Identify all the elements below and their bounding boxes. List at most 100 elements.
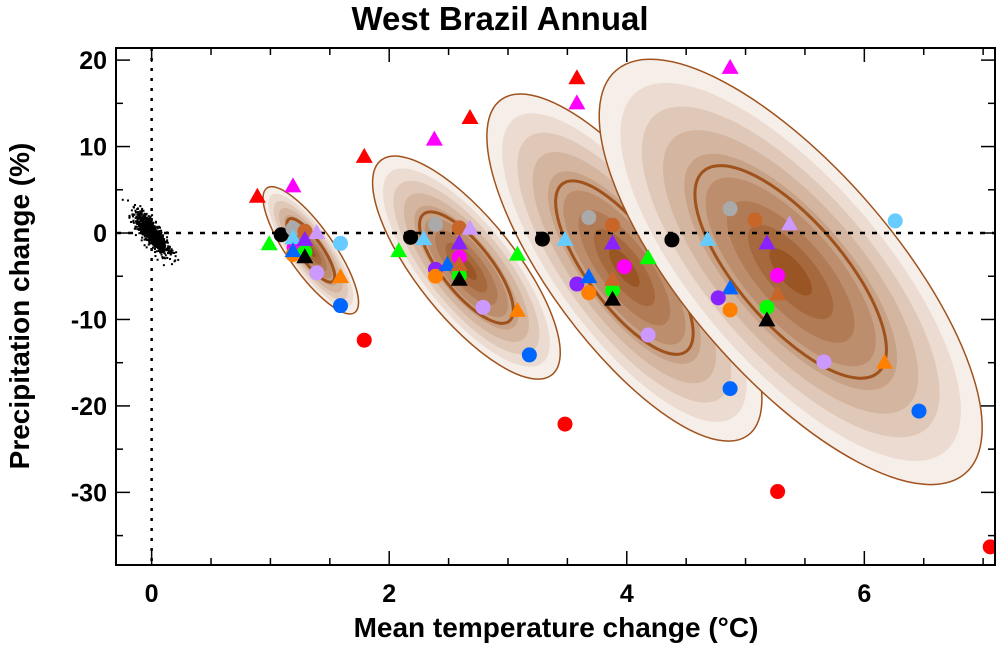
control-dot <box>146 235 149 238</box>
control-dot <box>173 260 176 263</box>
contour-level <box>769 248 812 296</box>
control-dot <box>151 229 154 232</box>
control-dot <box>121 198 124 201</box>
point-triangle-blue <box>438 256 456 272</box>
control-dot <box>143 224 146 227</box>
control-dot <box>143 244 146 247</box>
control-dot <box>147 231 150 234</box>
control-dot <box>143 215 146 218</box>
contour-inner-line <box>693 164 888 380</box>
point-triangle-green <box>508 245 526 261</box>
control-dot <box>154 237 157 240</box>
point-circle-lightviolet <box>816 354 832 370</box>
control-dot <box>145 237 148 240</box>
control-dot <box>177 258 180 261</box>
point-circle-blue <box>521 347 537 363</box>
control-dot <box>148 229 151 232</box>
control-dot <box>155 240 158 243</box>
control-dot <box>140 223 143 226</box>
point-triangle-lightviolet <box>781 215 799 231</box>
control-dot <box>160 249 163 252</box>
point-circle-blue <box>911 403 927 419</box>
point-circle-orange <box>581 285 597 301</box>
point-circle-blue <box>722 381 738 397</box>
control-dot <box>141 207 144 210</box>
control-dot <box>131 213 134 216</box>
point-circle-magenta <box>616 259 632 275</box>
control-dot <box>155 244 158 247</box>
point-triangle-purple <box>604 234 622 250</box>
control-dot <box>132 206 135 209</box>
control-dot <box>171 249 174 252</box>
point-circle-black <box>534 231 550 247</box>
control-dot <box>141 225 144 228</box>
y-tick-label: 10 <box>79 134 107 162</box>
control-dot <box>148 241 151 244</box>
y-tick-label: 0 <box>93 220 107 248</box>
control-dot <box>151 224 154 227</box>
point-triangle-black <box>450 270 468 286</box>
point-circle-lightviolet <box>309 265 325 281</box>
control-dot <box>145 226 148 229</box>
point-circle-green <box>605 282 621 298</box>
point-triangle-green <box>260 235 278 251</box>
control-dot <box>135 222 138 225</box>
control-dot <box>138 212 141 215</box>
control-dot <box>149 225 152 228</box>
control-dot <box>146 220 149 223</box>
control-dot <box>151 228 154 231</box>
point-triangle-magenta <box>568 94 586 110</box>
control-dot <box>143 235 146 238</box>
x-tick-label: 4 <box>620 580 634 608</box>
point-triangle-lightblue <box>284 229 302 245</box>
x-tick-label: 6 <box>857 580 871 608</box>
control-dot <box>161 238 164 241</box>
control-dot <box>169 253 172 256</box>
control-dot <box>130 209 133 212</box>
control-dot <box>155 250 158 253</box>
control-dot <box>159 226 162 229</box>
control-dot <box>147 215 150 218</box>
control-dot <box>167 249 170 252</box>
control-dot <box>148 220 151 223</box>
control-dot <box>140 239 143 242</box>
control-dot <box>141 231 144 234</box>
control-dot <box>145 227 148 230</box>
point-circle-orange <box>722 302 738 318</box>
point-circle-lightblue <box>887 213 903 229</box>
point-circle-orange <box>428 268 444 284</box>
control-dot <box>149 238 152 241</box>
control-dot <box>162 249 165 252</box>
control-dot <box>145 232 148 235</box>
point-triangle-purple <box>450 234 468 250</box>
control-dot <box>148 235 151 238</box>
control-dot <box>161 234 164 237</box>
point-triangle-purple <box>296 230 314 246</box>
point-circle-red <box>770 484 786 500</box>
control-dot <box>162 251 165 254</box>
control-dot <box>168 245 171 248</box>
control-dot <box>163 244 166 247</box>
control-dot <box>154 234 157 237</box>
point-triangle-magenta <box>425 130 443 146</box>
control-dot <box>150 231 153 234</box>
control-dot <box>152 243 155 246</box>
point-triangle-lightblue <box>699 230 717 246</box>
control-dot <box>137 212 140 215</box>
control-dot <box>132 220 135 223</box>
control-dot <box>162 264 165 267</box>
point-triangle-blue <box>580 268 598 284</box>
point-triangle-orange <box>508 301 526 317</box>
control-dot <box>159 246 162 249</box>
point-circle-lightblue <box>333 235 349 251</box>
point-triangle-orange <box>332 268 350 284</box>
control-dot <box>154 255 157 258</box>
point-triangle-black <box>758 311 776 327</box>
point-triangle-blue <box>721 279 739 295</box>
control-dot <box>154 228 157 231</box>
control-dot <box>160 239 163 242</box>
control-dot <box>158 231 161 234</box>
point-triangle-lightviolet <box>461 219 479 235</box>
control-dot <box>163 238 166 241</box>
